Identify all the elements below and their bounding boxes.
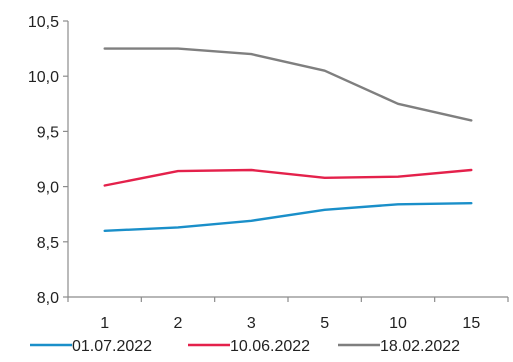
series-line-10.06.2022: [103, 168, 473, 187]
x-tick-label: 1: [100, 315, 109, 332]
x-tick-label: 2: [174, 315, 183, 332]
y-tick-label: 10,5: [28, 14, 59, 31]
x-tick-label: 15: [462, 315, 480, 332]
y-tick-label: 8,0: [37, 290, 59, 307]
series-lines: [103, 47, 473, 233]
y-tick-label: 9,5: [37, 124, 59, 141]
legend-label: 18.02.2022: [380, 338, 460, 355]
y-tick-label: 9,0: [37, 180, 59, 197]
legend-label: 01.07.2022: [72, 338, 152, 355]
y-tick-label: 10,0: [28, 69, 59, 86]
legend-label: 10.06.2022: [230, 338, 310, 355]
legend: 01.07.2022 10.06.2022 18.02.2022: [30, 338, 460, 355]
x-tick-label: 5: [320, 315, 329, 332]
series-line-01.07.2022: [103, 201, 473, 233]
x-axis-ticks: 1 2 3 5 10 15: [67, 297, 509, 332]
series-line-18.02.2022: [103, 47, 473, 122]
y-tick-label: 8,5: [37, 235, 59, 252]
x-tick-label: 10: [389, 315, 407, 332]
x-tick-label: 3: [247, 315, 256, 332]
y-axis-ticks: 8,0 8,5 9,0 9,5 10,0 10,5: [28, 14, 68, 307]
